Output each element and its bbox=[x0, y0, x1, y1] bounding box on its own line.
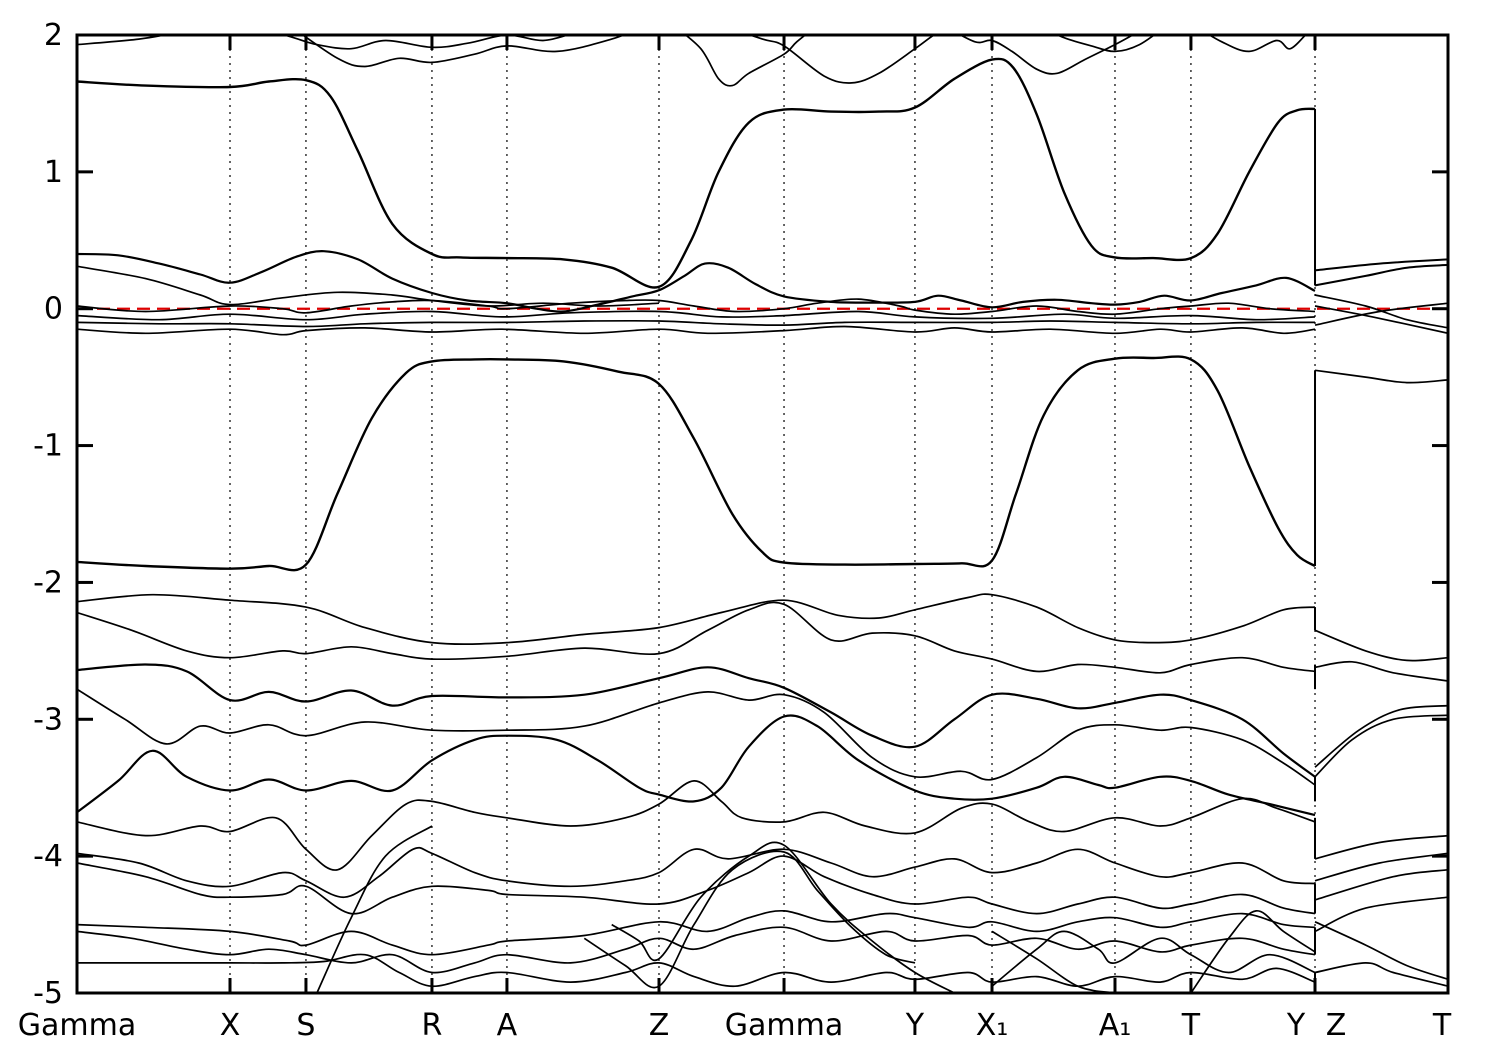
kpoint-label: R bbox=[422, 1008, 443, 1043]
band-line bbox=[1314, 704, 1448, 768]
band-line bbox=[1314, 302, 1448, 326]
band-line bbox=[1314, 294, 1448, 329]
band-line bbox=[77, 319, 1316, 328]
band-line bbox=[1314, 834, 1448, 860]
band-line bbox=[1314, 868, 1448, 901]
band-line bbox=[991, 930, 1316, 987]
kpoint-label: T bbox=[1181, 1008, 1201, 1043]
band-line bbox=[77, 310, 1316, 321]
band-line bbox=[77, 855, 1316, 915]
band-line bbox=[1314, 369, 1448, 384]
band-line bbox=[991, 930, 1116, 993]
band-line bbox=[77, 780, 1316, 871]
band-line bbox=[77, 265, 660, 307]
y-axis-label: 1 bbox=[44, 155, 63, 190]
band-line bbox=[1055, 35, 1156, 53]
band-line bbox=[77, 926, 1316, 974]
y-axis-label: 0 bbox=[44, 292, 63, 327]
band-line bbox=[1314, 263, 1448, 287]
kpoint-label: Gamma bbox=[18, 1008, 136, 1043]
y-axis-label: -3 bbox=[33, 702, 63, 737]
band-line bbox=[77, 57, 1316, 289]
band-line bbox=[611, 841, 955, 993]
band-line bbox=[77, 714, 1316, 817]
y-axis-label: -2 bbox=[33, 565, 63, 600]
band-line bbox=[77, 910, 1316, 956]
band-line bbox=[1207, 35, 1307, 53]
kpoint-label: Z bbox=[1326, 1008, 1347, 1043]
kpoint-label: T bbox=[1432, 1008, 1452, 1043]
kpoint-label: X₁ bbox=[976, 1008, 1009, 1043]
y-axis-label: -4 bbox=[33, 839, 63, 874]
band-line bbox=[77, 298, 1316, 316]
band-line bbox=[77, 688, 1316, 786]
band-line bbox=[301, 35, 627, 68]
band-line bbox=[77, 846, 1316, 899]
kpoint-label: A bbox=[497, 1008, 518, 1043]
kpoint-label: X bbox=[220, 1008, 241, 1043]
band-line bbox=[583, 850, 916, 989]
band-line bbox=[747, 35, 936, 84]
band-line bbox=[77, 593, 1316, 645]
band-line bbox=[1314, 305, 1448, 335]
kpoint-label: A₁ bbox=[1099, 1008, 1132, 1043]
band-line bbox=[77, 355, 1316, 572]
y-axis-label: -5 bbox=[33, 976, 63, 1011]
y-axis-label: 2 bbox=[44, 18, 63, 53]
band-line bbox=[77, 953, 1316, 988]
band-line bbox=[77, 325, 1316, 336]
band-line bbox=[1314, 921, 1448, 981]
band-line bbox=[1314, 896, 1448, 933]
band-line bbox=[1314, 714, 1448, 778]
plot-border bbox=[75, 33, 1450, 995]
band-line bbox=[684, 35, 807, 87]
band-line bbox=[77, 663, 1316, 778]
band-line bbox=[316, 825, 433, 993]
kpoint-label: Y bbox=[1286, 1008, 1306, 1043]
band-line bbox=[1190, 910, 1316, 993]
kpoint-label: Y bbox=[905, 1008, 925, 1043]
band-line bbox=[77, 601, 1316, 674]
kpoint-label: Gamma bbox=[725, 1008, 843, 1043]
band-line bbox=[1314, 962, 1448, 988]
y-axis-label: -1 bbox=[33, 429, 63, 464]
band-line bbox=[958, 35, 1135, 75]
band-line bbox=[77, 250, 1316, 313]
band-line bbox=[1314, 660, 1448, 682]
band-line bbox=[1314, 629, 1448, 662]
kpoint-label: S bbox=[296, 1008, 315, 1043]
kpoint-label: Z bbox=[649, 1008, 670, 1043]
band-line bbox=[1314, 258, 1448, 272]
